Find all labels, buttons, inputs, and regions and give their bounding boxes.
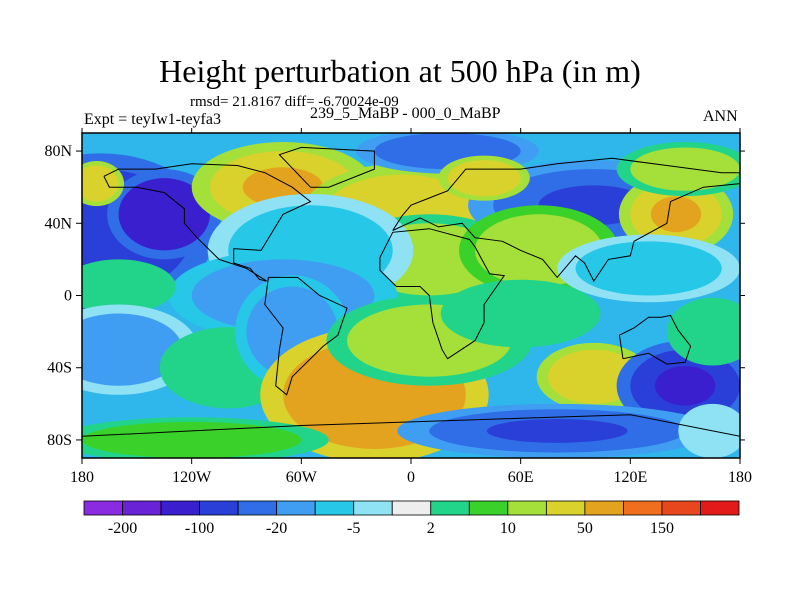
x-tick-label: 180 (728, 469, 752, 486)
colorbar-label: -200 (108, 520, 137, 537)
colorbar-swatch (83, 500, 123, 516)
field-blob-core (650, 196, 702, 233)
field-blob-core (84, 173, 109, 194)
field-blob-core (139, 194, 190, 235)
y-axis: 80N 40N 0 40S 80S (44, 143, 745, 449)
field-blob (82, 313, 183, 386)
x-tick-label: 120E (613, 469, 647, 486)
coastline (379, 228, 506, 360)
colorbar-label: 150 (650, 520, 674, 537)
field-blob (630, 147, 740, 191)
field-blob (575, 241, 722, 296)
x-tick-label: 60E (508, 469, 534, 486)
colorbar-label: -5 (347, 520, 360, 537)
experiment-label: Expt = teyIw1-teyfa3 (84, 111, 221, 128)
field-blob (82, 264, 165, 309)
stats-line: rmsd= 21.8167 diff= -6.70024e-09 (190, 94, 399, 110)
colorbar-swatch (353, 500, 393, 516)
height-field (82, 133, 740, 458)
x-tick-label: 180 (70, 469, 94, 486)
colorbar-swatch (237, 500, 278, 516)
colorbar-swatch (391, 500, 432, 516)
chart-title: Height perturbation at 500 hPa (in m) (159, 53, 641, 89)
y-tick-label: 80S (47, 432, 72, 449)
colorbar-label: 10 (500, 520, 516, 537)
colorbar-swatch (160, 500, 200, 516)
coastlines (82, 146, 740, 437)
field-blob (456, 286, 585, 341)
coastline (392, 157, 740, 283)
colorbar-swatch (199, 500, 239, 516)
coastline (278, 146, 375, 188)
y-tick-label: 0 (64, 288, 72, 305)
colorbar-swatch (468, 500, 509, 516)
colorbar-swatch (122, 500, 162, 516)
coastline (82, 414, 740, 437)
coastline (103, 163, 312, 282)
y-tick-label: 40N (44, 215, 72, 232)
field-blob (676, 304, 740, 359)
colorbar-swatch (507, 500, 547, 516)
colorbar-swatch (661, 500, 701, 516)
x-tick-label: 0 (407, 469, 415, 486)
coastline (618, 314, 692, 365)
colorbar-swatch (545, 500, 586, 516)
colorbar-label: -100 (185, 520, 214, 537)
field-blob (82, 421, 302, 458)
colorbar-swatch (276, 500, 316, 516)
period-label: 239_5_MaBP - 000_0_MaBP (310, 105, 501, 122)
x-axis: 180 120W 60W 0 60E 120E 180 (70, 128, 752, 486)
colorbar-swatch (314, 500, 355, 516)
field-blob-core (486, 419, 628, 443)
colorbar-label: -20 (266, 520, 287, 537)
x-tick-label: 60W (286, 469, 318, 486)
field-blob-core (655, 365, 716, 406)
x-tick-label: 120W (172, 469, 212, 486)
y-tick-label: 40S (47, 360, 72, 377)
colorbar-swatch (623, 500, 663, 516)
colorbar: -200 -100 -20 -5 2 10 50 150 (83, 500, 740, 537)
colorbar-swatch (584, 500, 624, 516)
season-label: ANN (703, 108, 738, 125)
colorbar-label: 2 (427, 520, 435, 537)
y-tick-label: 80N (44, 143, 72, 160)
colorbar-swatch (430, 500, 470, 516)
colorbar-swatch (700, 500, 740, 516)
coastline (264, 276, 348, 396)
colorbar-label: 50 (577, 520, 593, 537)
field-blob-core (568, 361, 619, 392)
